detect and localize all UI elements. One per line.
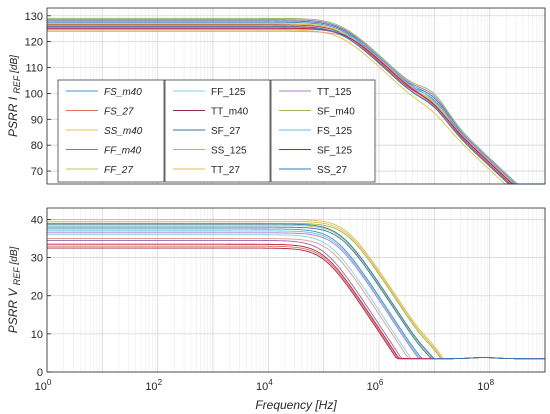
iref-axes-box — [46, 7, 546, 185]
vref-series-SS_27 — [47, 223, 545, 360]
vref-ylabel: PSRR V REF [dB] — [6, 246, 22, 333]
legend-label: FF_125 — [211, 87, 246, 98]
legend-box-2 — [164, 79, 271, 183]
vref-ytick-label: 20 — [31, 291, 43, 303]
legend-label: FF_27 — [104, 165, 133, 176]
xtick-label: 104 — [256, 378, 273, 393]
iref-series-FF_125 — [47, 26, 545, 185]
legend-label: SS_27 — [317, 165, 347, 176]
iref-ytick-label: 110 — [25, 63, 43, 75]
legend-label: SF_27 — [211, 126, 241, 137]
legend-label: TT_125 — [317, 87, 352, 98]
iref-ytick-label: 90 — [31, 114, 43, 126]
iref-ytick-label: 130 — [25, 11, 43, 23]
xtick-label: 100 — [35, 378, 52, 393]
iref-ytick-label: 120 — [25, 37, 43, 49]
iref-ylabel: PSRR I REF [dB] — [6, 55, 22, 137]
iref-series — [47, 17, 545, 185]
iref-series-SS_27 — [47, 26, 545, 185]
vref-ytick-label: 30 — [31, 253, 43, 265]
xtick-label: 102 — [145, 378, 162, 393]
psrr-vref-panel: 0 10 20 30 40 PSRR V REF [dB] 100 102 104 106 108 F… — [6, 207, 546, 412]
legend-box-3 — [270, 79, 376, 183]
xtick-label: 108 — [477, 378, 494, 393]
vref-ytick-label: 40 — [31, 214, 43, 226]
iref-series-SS_125 — [47, 30, 545, 185]
legend-label: FS_m40 — [104, 87, 142, 98]
iref-series-SS_m40 — [47, 29, 545, 185]
iref-ytick-label: 80 — [31, 140, 43, 152]
vref-ytick-label: 10 — [31, 329, 43, 341]
legend-label: SS_m40 — [104, 126, 143, 137]
legend-label: TT_27 — [211, 165, 240, 176]
legend-label: FS_27 — [104, 107, 134, 118]
xtick-label: 106 — [367, 378, 384, 393]
legend: FS_m40 FS_27 SS_m40 FF_m40 FF_27 FF_125 TT_m40… — [57, 79, 376, 183]
legend-label: TT_m40 — [211, 107, 249, 118]
legend-label: FS_125 — [317, 126, 352, 137]
iref-ytick-label: 70 — [31, 166, 43, 178]
vref-axes-box — [46, 207, 546, 373]
legend-box-1 — [57, 79, 165, 183]
x-axis-label: Frequency [Hz] — [255, 398, 337, 412]
legend-label: SF_125 — [317, 146, 352, 157]
iref-series-SF_125 — [47, 27, 545, 185]
iref-series-FS_125 — [47, 28, 545, 185]
legend-label: SF_m40 — [317, 107, 355, 118]
iref-series-SF_27 — [47, 20, 545, 185]
iref-series-TT_m40 — [47, 24, 545, 185]
vref-ytick-label: 0 — [37, 367, 43, 379]
iref-series-SF_m40 — [47, 17, 545, 185]
legend-label: FF_m40 — [104, 146, 142, 157]
iref-ytick-label: 100 — [25, 88, 43, 100]
vref-series — [47, 218, 545, 360]
legend-label: SS_125 — [211, 146, 247, 157]
